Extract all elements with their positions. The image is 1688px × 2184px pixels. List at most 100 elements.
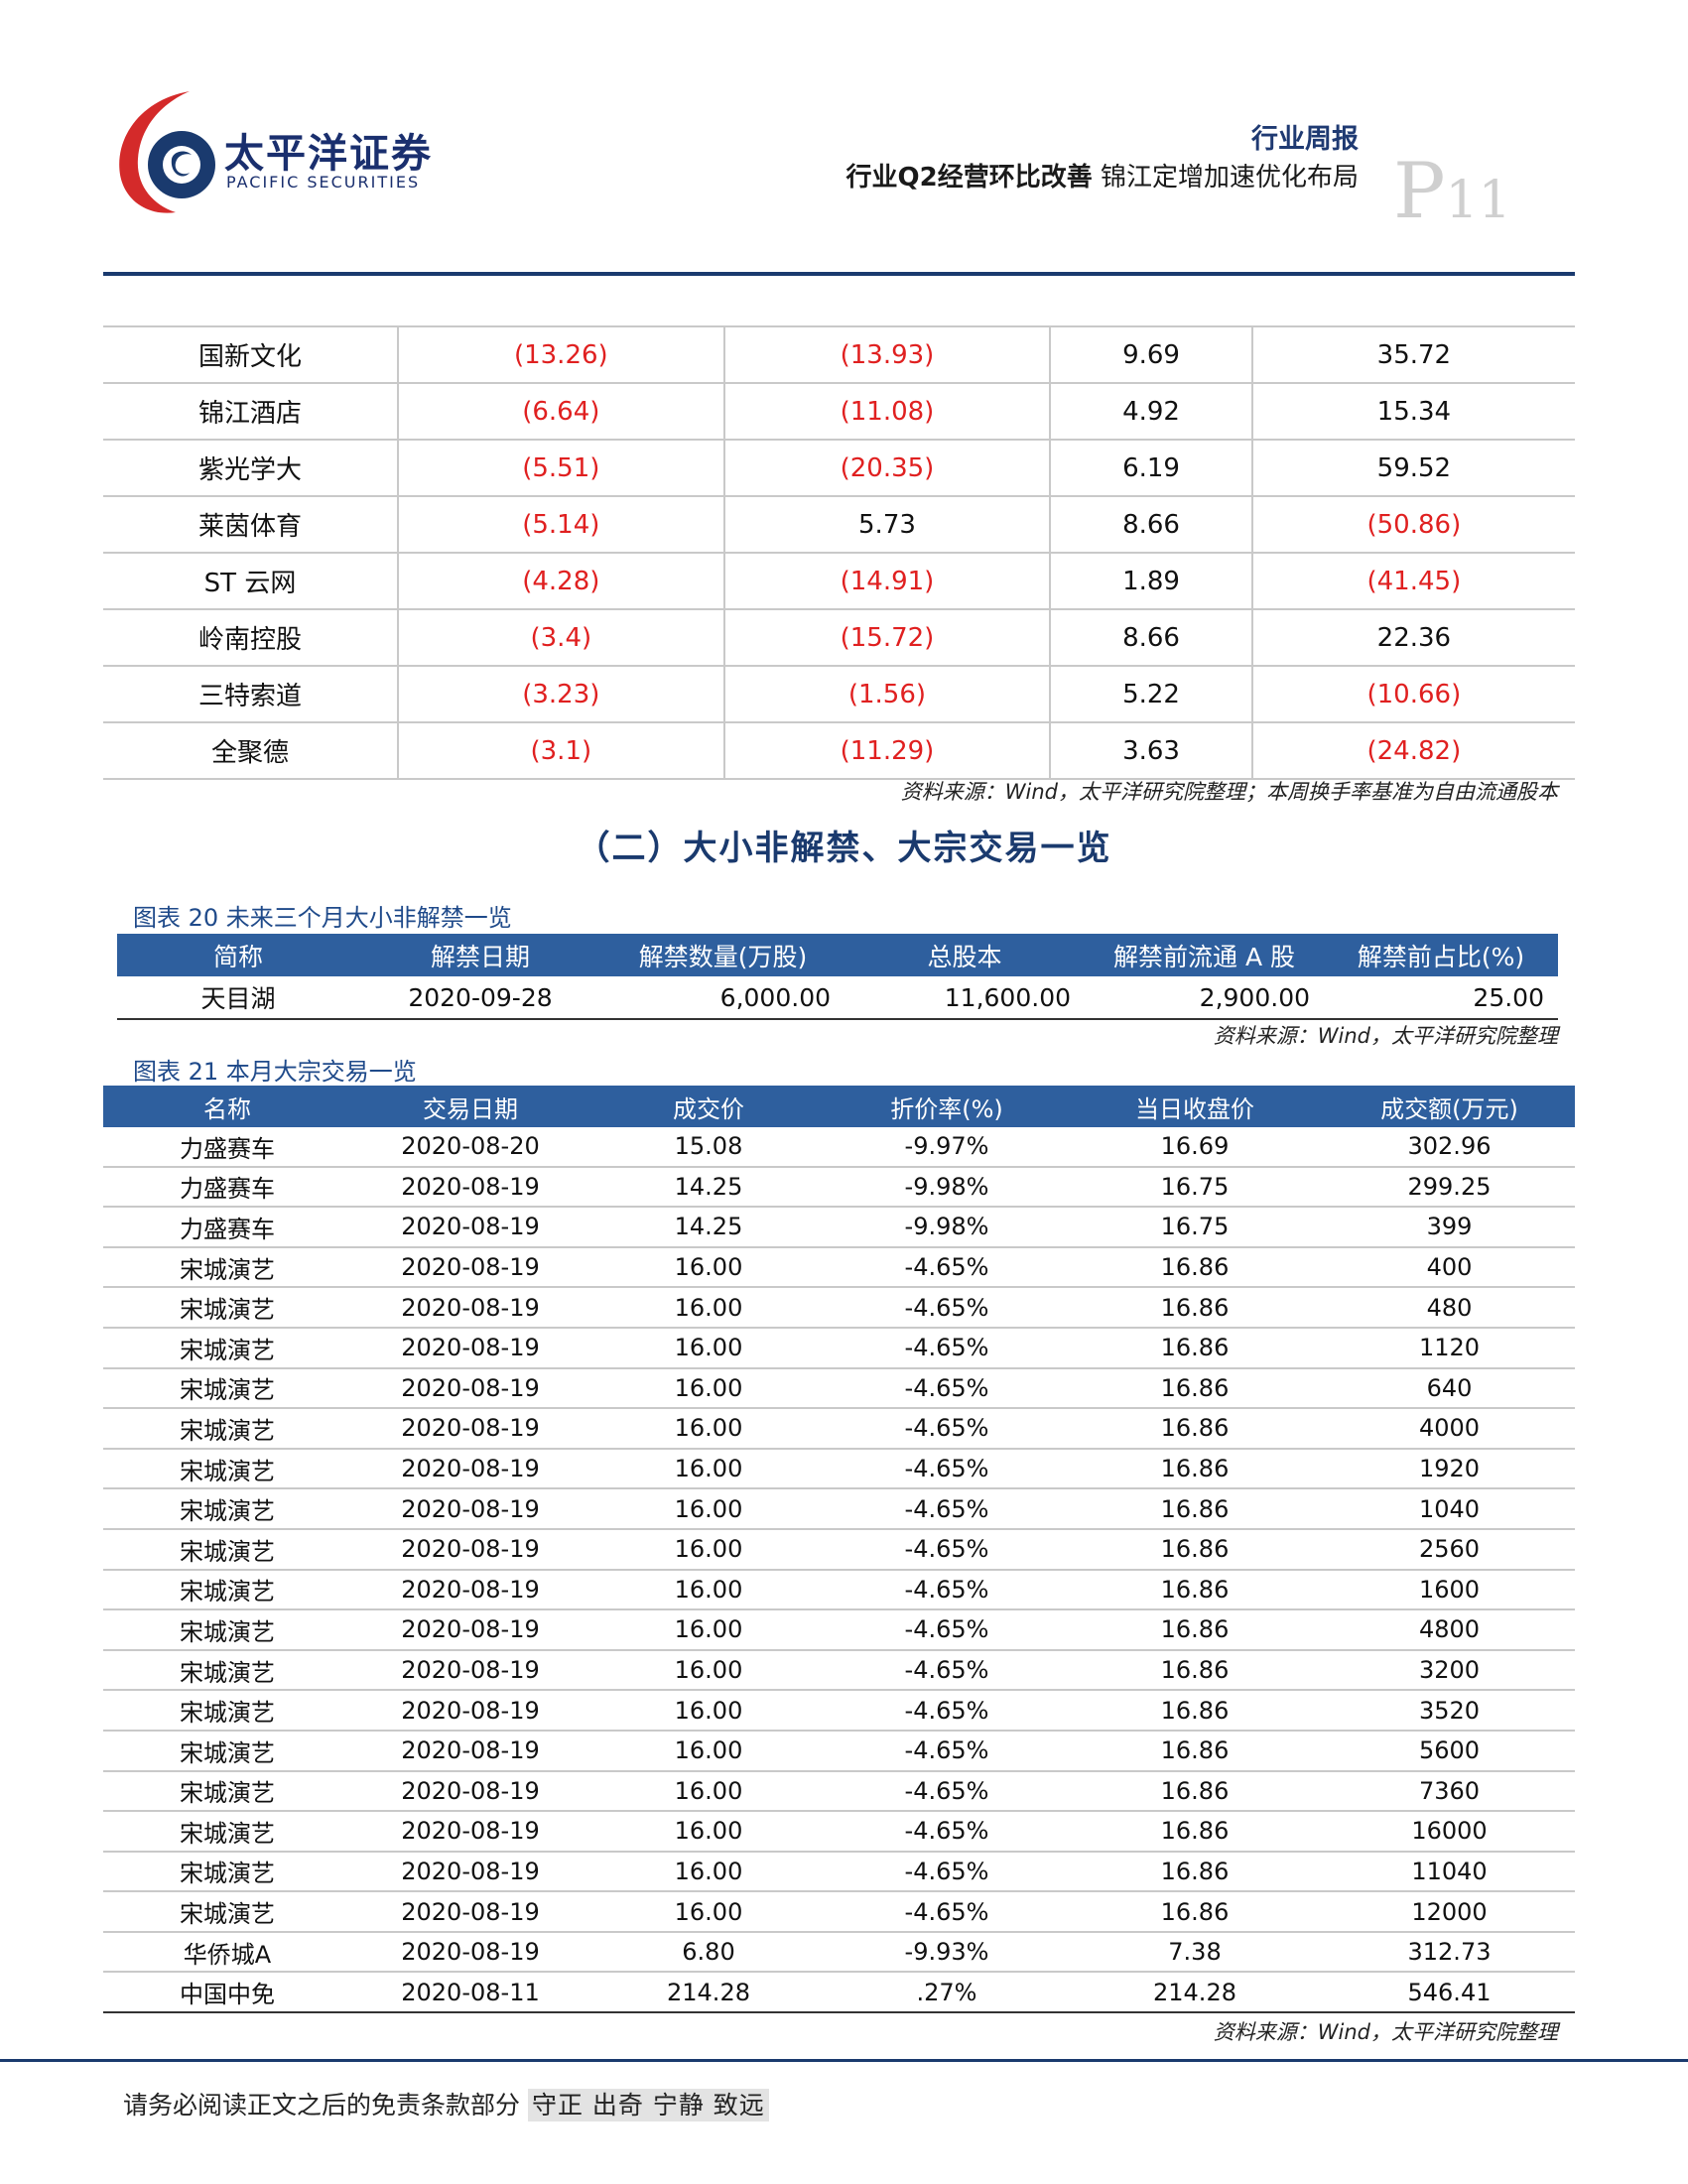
value-cell: (5.14) [398,496,725,554]
float-cell: 2,900.00 [1085,976,1324,1020]
amount-cell: 480 [1324,1287,1575,1329]
name-cell: 宋城演艺 [103,1448,351,1490]
amount-cell: 312.73 [1324,1931,1575,1974]
table-row: 紫光学大 (5.51) (20.35) 6.19 59.52 [103,440,1575,497]
report-title-rest: 锦江定增加速优化布局 [1100,163,1359,193]
value-cell: 22.36 [1251,609,1575,667]
price-cell: 14.25 [589,1207,828,1248]
table-row: 宋城演艺 2020-08-19 16.00 -4.65% 16.86 480 [103,1287,1575,1329]
page-prefix: P [1393,147,1446,236]
amount-cell: 640 [1324,1367,1575,1410]
column-header: 解禁数量(万股) [601,934,844,976]
amount-cell: 11040 [1324,1851,1575,1893]
date-cell: 2020-08-19 [351,1246,589,1289]
value-cell: (50.86) [1251,496,1575,554]
date-cell: 2020-08-19 [351,1649,589,1692]
amount-cell: 399 [1324,1207,1575,1248]
price-cell: 15.08 [589,1127,828,1168]
table-row: 宋城演艺 2020-08-19 16.00 -4.65% 16.86 16000 [103,1811,1575,1853]
name-cell: 宋城演艺 [103,1367,351,1410]
name-cell: 力盛赛车 [103,1207,351,1248]
price-cell: 16.00 [589,1569,828,1611]
amount-cell: 4000 [1324,1408,1575,1450]
name-cell: 中国中免 [103,1972,351,2014]
column-header: 折价率(%) [828,1086,1066,1127]
close-cell: 214.28 [1066,1972,1324,2014]
close-cell: 16.86 [1066,1770,1324,1813]
amount-cell: 299.25 [1324,1166,1575,1209]
table-row: 宋城演艺 2020-08-19 16.00 -4.65% 16.86 2560 [103,1528,1575,1571]
date-cell: 2020-08-20 [351,1127,589,1168]
table-row: 宋城演艺 2020-08-19 16.00 -4.65% 16.86 12000 [103,1891,1575,1933]
page-number-value: 11 [1445,171,1511,230]
name-cell: 宋城演艺 [103,1246,351,1289]
stock-name-cell: 莱茵体育 [103,496,399,554]
date-cell: 2020-08-19 [351,1327,589,1369]
table-row: 国新文化 (13.26) (13.93) 9.69 35.72 [103,325,1575,384]
table-row: 宋城演艺 2020-08-19 16.00 -4.65% 16.86 1600 [103,1569,1575,1611]
column-header: 总股本 [844,934,1085,976]
discount-cell: -4.65% [828,1448,1066,1490]
value-cell: (41.45) [1251,553,1575,610]
amount-cell: 3200 [1324,1649,1575,1692]
close-cell: 16.86 [1066,1690,1324,1732]
unlock-table-header: 简称 解禁日期 解禁数量(万股) 总股本 解禁前流通 A 股解禁前占比(%) [117,934,1558,976]
motto: 守正 出奇 宁静 致远 [527,2089,769,2121]
value-cell: (3.23) [398,666,725,723]
discount-cell: -4.65% [828,1488,1066,1530]
price-cell: 16.00 [589,1891,828,1933]
table-row: ST 云网 (4.28) (14.91) 1.89 (41.45) [103,553,1575,610]
value-cell: 9.69 [1050,325,1253,384]
close-cell: 16.86 [1066,1448,1324,1490]
value-cell: 4.92 [1050,383,1253,441]
close-cell: 16.86 [1066,1730,1324,1772]
name-cell: 宋城演艺 [103,1528,351,1571]
stock-name-cell: 岭南控股 [103,609,399,667]
value-cell: 5.22 [1050,666,1253,723]
brand-name-en: PACIFIC SECURITIES [226,173,421,192]
date-cell: 2020-08-11 [351,1972,589,2014]
disclaimer-text: 请务必阅读正文之后的免责条款部分 [123,2091,521,2120]
amount-cell: 1600 [1324,1569,1575,1611]
date-cell: 2020-09-28 [359,976,601,1020]
unlock-table-body: 天目湖 2020-09-28 6,000.00 11,600.00 2,900.00 25… [117,976,1558,1020]
table1-source: 资料来源：Wind，太平洋研究院整理；本周换手率基准为自由流通股本 [900,780,1558,804]
close-cell: 16.75 [1066,1166,1324,1209]
value-cell: (24.82) [1251,722,1575,780]
table20-caption: 图表 20 未来三个月大小非解禁一览 [133,904,512,932]
close-cell: 16.75 [1066,1207,1324,1248]
close-cell: 16.86 [1066,1488,1324,1530]
date-cell: 2020-08-19 [351,1931,589,1974]
table-row: 莱茵体育 (5.14) 5.73 8.66 (50.86) [103,496,1575,554]
block-trade-table: 名称 交易日期 成交价 折价率(%) 当日收盘价 成交额(万元) 力盛赛车 2020-08-… [103,1086,1575,2014]
amount-cell: 12000 [1324,1891,1575,1933]
turnover-table: 国新文化 (13.26) (13.93) 9.69 35.72 锦江酒店 (6.64) (11… [103,325,1575,780]
amount-cell: 16000 [1324,1811,1575,1853]
table-row: 全聚德 (3.1) (11.29) 3.63 (24.82) [103,722,1575,780]
discount-cell: -9.98% [828,1166,1066,1209]
footer: 请务必阅读正文之后的免责条款部分 守正 出奇 宁静 致远 [123,2086,769,2121]
column-header: 解禁前流通 A 股 [1085,934,1324,976]
price-cell: 16.00 [589,1609,828,1651]
close-cell: 16.86 [1066,1408,1324,1450]
discount-cell: -4.65% [828,1569,1066,1611]
table-row: 宋城演艺 2020-08-19 16.00 -4.65% 16.86 11040 [103,1851,1575,1893]
date-cell: 2020-08-19 [351,1166,589,1209]
close-cell: 16.86 [1066,1246,1324,1289]
close-cell: 16.86 [1066,1609,1324,1651]
column-header: 简称 [117,934,359,976]
table-row: 宋城演艺 2020-08-19 16.00 -4.65% 16.86 3520 [103,1690,1575,1732]
amount-cell: 1120 [1324,1327,1575,1369]
table-row: 宋城演艺 2020-08-19 16.00 -4.65% 16.86 4000 [103,1408,1575,1450]
discount-cell: -4.65% [828,1770,1066,1813]
date-cell: 2020-08-19 [351,1207,589,1248]
name-cell: 宋城演艺 [103,1287,351,1329]
value-cell: (11.08) [723,383,1052,441]
value-cell: 59.52 [1251,440,1575,497]
price-cell: 16.00 [589,1770,828,1813]
discount-cell: -4.65% [828,1649,1066,1692]
value-cell: 35.72 [1251,325,1575,384]
value-cell: (20.35) [723,440,1052,497]
discount-cell: -4.65% [828,1609,1066,1651]
name-cell: 宋城演艺 [103,1851,351,1893]
